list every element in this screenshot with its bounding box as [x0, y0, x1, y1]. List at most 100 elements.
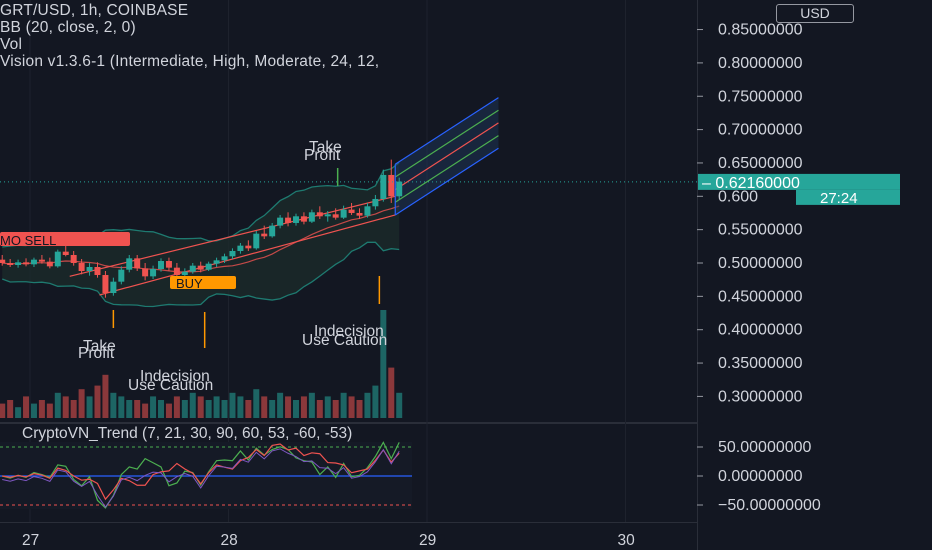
price-tick-label: 0.30000000	[718, 388, 803, 405]
volume-bar	[150, 396, 157, 418]
candle-body[interactable]	[356, 212, 363, 216]
volume-bar	[364, 392, 371, 418]
candle-body[interactable]	[332, 214, 339, 218]
currency-button[interactable]: USD	[776, 4, 854, 23]
indecision-label-line1: Indecision	[140, 368, 210, 385]
candle-body[interactable]	[30, 259, 37, 265]
oscillator-fast-line	[2, 441, 400, 509]
volume-bar	[7, 400, 14, 418]
candle-body[interactable]	[94, 267, 101, 276]
projection-channel-line	[394, 122, 499, 191]
volume-bar	[126, 400, 133, 418]
bb-indicator-label[interactable]: BB (20, close, 2, 0)	[0, 19, 136, 36]
volume-bar	[78, 389, 85, 418]
volume-bar	[15, 407, 22, 418]
oscillator-title[interactable]: CryptoVN_Trend (7, 21, 30, 90, 60, 53, -…	[22, 425, 353, 442]
projection-channel-line	[394, 147, 499, 216]
candle-body[interactable]	[118, 269, 125, 282]
volume-bar	[261, 396, 268, 418]
candle-body[interactable]	[158, 260, 165, 270]
candle-body[interactable]	[70, 254, 77, 263]
take-profit-label-line1: Take	[309, 139, 342, 156]
candle-body[interactable]	[300, 216, 307, 222]
volume-bar	[110, 392, 117, 418]
candle-body[interactable]	[134, 258, 141, 269]
indecision-label-line2: Use Caution	[128, 377, 213, 394]
candle-body[interactable]	[205, 263, 212, 270]
take-profit-label-line2: Profit	[304, 147, 341, 164]
volume-bar	[332, 400, 339, 418]
candle-body[interactable]	[78, 263, 85, 272]
time-tick-label: 29	[419, 532, 436, 549]
candle-body[interactable]	[46, 261, 53, 267]
candle-body[interactable]	[229, 250, 236, 257]
candle-body[interactable]	[372, 198, 379, 207]
volume-bar	[158, 400, 165, 418]
projection-channel-line	[394, 109, 499, 178]
volume-bar	[30, 403, 37, 418]
candle-body[interactable]	[285, 217, 292, 223]
candle-body[interactable]	[126, 258, 133, 270]
price-tick-label: 0.65000000	[718, 155, 803, 172]
candle-body[interactable]	[380, 174, 387, 199]
candle-body[interactable]	[54, 251, 61, 267]
projection-channel-line	[394, 135, 499, 203]
vision-indicator-label[interactable]: Vision v1.3.6-1 (Intermediate, High, Mod…	[0, 53, 380, 70]
candle-body[interactable]	[324, 214, 331, 217]
volume-bar	[277, 392, 284, 418]
volume-bar	[189, 392, 196, 418]
candle-body[interactable]	[0, 259, 6, 263]
candle-body[interactable]	[388, 174, 395, 197]
indecision-label-line1: Indecision	[314, 323, 384, 340]
volume-bar	[396, 392, 403, 418]
candle-body[interactable]	[292, 216, 299, 223]
candle-body[interactable]	[110, 281, 117, 294]
volume-bar	[348, 396, 355, 418]
time-tick-label: 27	[22, 532, 39, 549]
candle-body[interactable]	[142, 268, 149, 277]
oscillator-signal-line	[2, 448, 400, 508]
buy-label: BUY	[176, 276, 203, 291]
volume-bar	[308, 392, 315, 418]
symbol-title[interactable]: GRT/USD, 1h, COINBASE	[0, 2, 189, 19]
candle-body[interactable]	[308, 212, 315, 222]
candle-body[interactable]	[7, 263, 14, 266]
osc-tick-label: 0.00000000	[718, 468, 803, 485]
volume-bar	[285, 396, 292, 418]
candle-body[interactable]	[261, 233, 268, 237]
candle-body[interactable]	[245, 245, 252, 249]
candle-body[interactable]	[221, 256, 228, 261]
candle-body[interactable]	[86, 267, 93, 272]
candle-body[interactable]	[150, 269, 157, 277]
candle-body[interactable]	[189, 265, 196, 272]
candle-body[interactable]	[348, 209, 355, 213]
candle-body[interactable]	[340, 209, 347, 218]
price-tick-label: 0.600	[718, 188, 758, 205]
volume-bar	[340, 392, 347, 418]
volume-bar	[165, 403, 172, 418]
candle-body[interactable]	[396, 181, 403, 197]
current-price-badge[interactable]	[698, 173, 900, 190]
candle-body[interactable]	[62, 251, 69, 255]
take-profit-label-line2: Profit	[78, 345, 115, 362]
candle-body[interactable]	[364, 206, 371, 216]
candle-body[interactable]	[181, 271, 188, 276]
volume-indicator-label[interactable]: Vol	[0, 36, 23, 53]
candle-body[interactable]	[38, 259, 45, 262]
candle-body[interactable]	[213, 260, 220, 264]
volume-bar	[181, 400, 188, 418]
candle-body[interactable]	[316, 212, 323, 217]
candle-body[interactable]	[253, 233, 260, 249]
candle-body[interactable]	[173, 267, 180, 276]
candle-body[interactable]	[269, 225, 276, 237]
candle-body[interactable]	[277, 217, 284, 226]
candle-body[interactable]	[165, 260, 172, 268]
candle-body[interactable]	[23, 262, 30, 265]
candle-body[interactable]	[15, 262, 22, 266]
price-tick-label: 0.70000000	[718, 122, 803, 139]
bollinger-lower-line	[1, 241, 400, 308]
candle-body[interactable]	[102, 275, 109, 294]
candle-body[interactable]	[197, 265, 204, 270]
candle-body[interactable]	[237, 245, 244, 251]
